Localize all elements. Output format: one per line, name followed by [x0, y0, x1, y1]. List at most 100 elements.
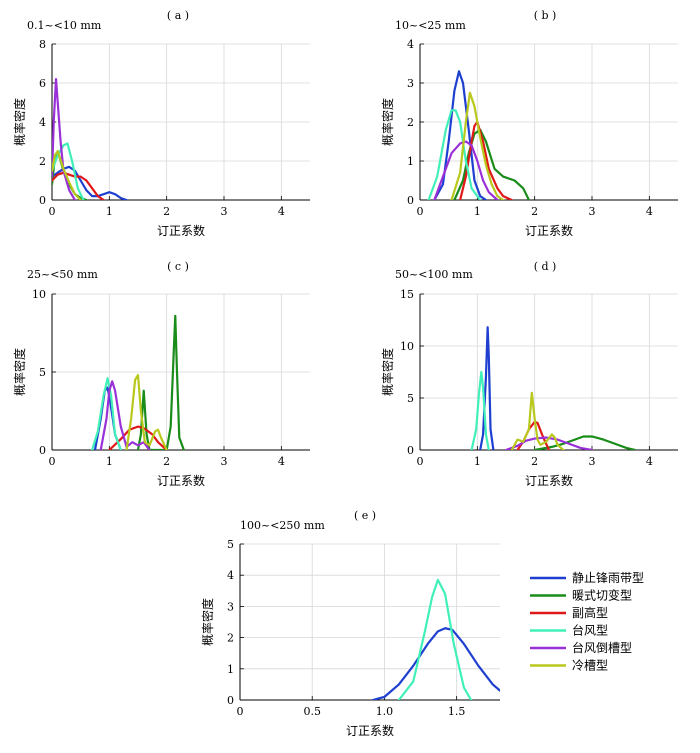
y-tick-label: 3	[227, 600, 234, 613]
y-tick-label: 5	[227, 538, 234, 551]
x-tick-label: 0	[237, 705, 244, 718]
legend-item-typhoon-trough: 台风倒槽型	[530, 640, 632, 655]
legend-label: 静止锋雨带型	[572, 571, 644, 585]
legend-label: 台风型	[572, 623, 608, 638]
rainfall-range-label: 50~<100 mm	[395, 268, 473, 281]
series-line-typhoon	[91, 377, 122, 450]
x-axis-label: 订正系数	[157, 223, 205, 238]
y-tick-label: 1	[407, 155, 414, 168]
y-tick-label: 5	[407, 392, 414, 405]
series-line-cold-trough	[450, 91, 505, 200]
x-tick-label: 2	[163, 455, 170, 468]
legend-label: 副高型	[572, 605, 608, 620]
series-line-cold-trough	[510, 391, 565, 450]
plot-area	[420, 294, 678, 450]
rainfall-range-label: 0.1~<10 mm	[27, 19, 102, 32]
x-tick-label: 4	[278, 455, 285, 468]
y-axis-label: 概率密度	[12, 98, 27, 146]
x-axis-label: 订正系数	[346, 723, 394, 738]
y-tick-label: 4	[227, 569, 234, 582]
y-axis-label: 概率密度	[380, 348, 395, 396]
x-tick-label: 3	[221, 455, 228, 468]
rainfall-range-label: 100~<250 mm	[240, 519, 325, 532]
x-tick-label: 2	[163, 205, 170, 218]
x-tick-label: 3	[221, 205, 228, 218]
x-tick-label: 1.0	[376, 705, 394, 718]
series-line-cold-trough	[52, 150, 82, 200]
legend-item-cold-trough: 冷槽型	[530, 659, 608, 673]
series-line-subtropical-high	[52, 171, 105, 200]
series-line-typhoon	[470, 370, 490, 450]
legend-item-warm-shear: 暖式切变型	[530, 588, 632, 603]
y-tick-label: 0	[407, 444, 414, 457]
y-tick-label: 0	[407, 194, 414, 207]
series-line-typhoon-trough	[504, 436, 594, 450]
series-line-typhoon	[427, 109, 482, 200]
panel-d: 0 1 2 3 4 0 5 10 15 订正系数 概率密度 ( d ) 50~<100 mm	[380, 260, 678, 488]
y-tick-label: 0	[39, 194, 46, 207]
panel-e: 0 0.5 1.0 1.5 0 1 2 3 4 5 订正系数 概率密度 ( e ) 100~<250 mm	[200, 509, 500, 738]
panel-tag: ( d )	[534, 260, 557, 273]
x-tick-label: 2	[531, 455, 538, 468]
x-tick-label: 3	[589, 455, 596, 468]
y-tick-label: 8	[39, 38, 46, 51]
series-line-cold-trough	[125, 374, 168, 450]
panel-a: 0 1 2 3 4 0 2 4 6 8 订正系数 概率密度 ( a ) 0.1~<10 mm	[12, 9, 310, 238]
x-axis-label: 订正系数	[157, 473, 205, 488]
y-axis-label: 概率密度	[12, 348, 27, 396]
y-tick-label: 4	[39, 116, 46, 129]
series-line-stationary-front	[433, 70, 488, 200]
series-line-warm-shear	[136, 314, 185, 450]
legend-item-subtropical-high: 副高型	[530, 605, 608, 620]
y-tick-label: 3	[407, 77, 414, 90]
x-tick-label: 0	[417, 205, 424, 218]
panel-tag: ( a )	[167, 9, 189, 22]
legend-label: 台风倒槽型	[572, 640, 632, 655]
y-axis-label: 概率密度	[200, 598, 215, 646]
legend-label: 冷槽型	[572, 659, 608, 673]
y-tick-label: 10	[400, 340, 414, 353]
y-tick-label: 2	[227, 632, 234, 645]
panel-tag: ( c )	[167, 260, 189, 273]
x-tick-label: 0	[49, 205, 56, 218]
y-tick-label: 10	[32, 288, 46, 301]
x-tick-label: 0.5	[303, 705, 321, 718]
x-axis-label: 订正系数	[525, 223, 573, 238]
x-tick-label: 1	[106, 455, 113, 468]
panel-c: 0 1 2 3 4 0 5 10 订正系数 概率密度 ( c ) 25~<50 mm	[12, 260, 310, 488]
y-tick-label: 2	[39, 155, 46, 168]
panel-tag: ( e )	[354, 509, 376, 522]
series-line-typhoon-trough	[99, 380, 151, 450]
series-line-typhoon-trough	[433, 140, 499, 200]
x-tick-label: 1	[474, 455, 481, 468]
series-line-stationary-front	[371, 627, 500, 700]
legend-item-typhoon: 台风型	[530, 623, 608, 638]
x-tick-label: 3	[589, 205, 596, 218]
series-line-stationary-front	[479, 326, 495, 450]
x-tick-label: 0	[49, 455, 56, 468]
x-tick-label: 0	[417, 455, 424, 468]
x-tick-label: 1	[106, 205, 113, 218]
y-tick-label: 0	[227, 694, 234, 707]
panel-tag: ( b )	[534, 9, 557, 22]
y-tick-label: 5	[39, 366, 46, 379]
x-tick-label: 1.5	[448, 705, 466, 718]
series-line-warm-shear	[453, 128, 531, 200]
y-tick-label: 2	[407, 116, 414, 129]
rainfall-range-label: 10~<25 mm	[395, 19, 466, 32]
x-tick-label: 1	[474, 205, 481, 218]
y-tick-label: 6	[39, 77, 46, 90]
series-line-typhoon-trough	[52, 77, 77, 200]
x-tick-label: 2	[531, 205, 538, 218]
y-tick-label: 4	[407, 38, 414, 51]
panel-b: 0 1 2 3 4 0 1 2 3 4 订正系数 概率密度 ( b ) 10~<25 mm	[380, 9, 678, 238]
legend-label: 暖式切变型	[572, 588, 632, 603]
y-tick-label: 0	[39, 444, 46, 457]
legend-item-stationary-front: 静止锋雨带型	[530, 571, 644, 585]
y-axis-label: 概率密度	[380, 98, 395, 146]
x-axis-label: 订正系数	[525, 473, 573, 488]
y-tick-label: 1	[227, 663, 234, 676]
x-tick-label: 4	[646, 455, 653, 468]
